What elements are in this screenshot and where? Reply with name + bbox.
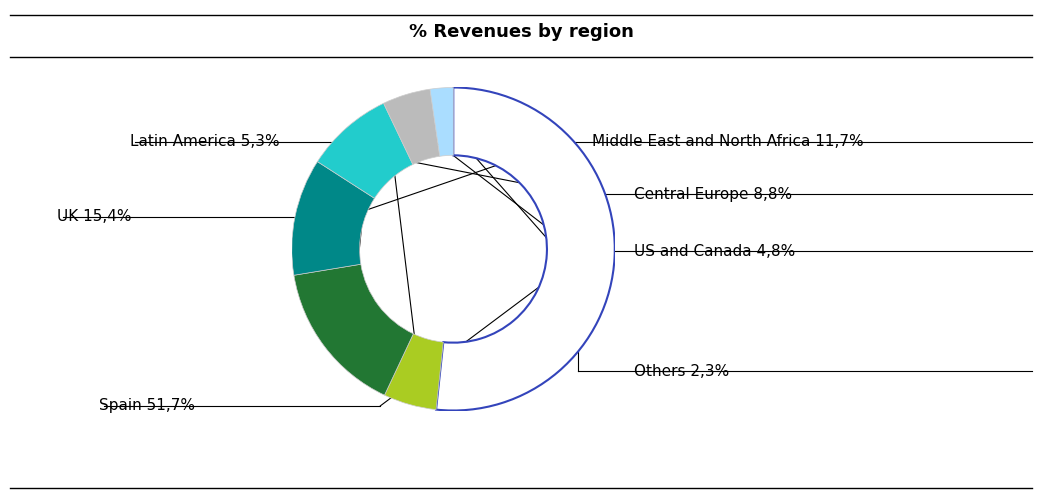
Wedge shape — [430, 88, 453, 156]
Text: US and Canada 4,8%: US and Canada 4,8% — [634, 244, 795, 259]
Text: Spain 51,7%: Spain 51,7% — [99, 398, 195, 413]
Text: Latin America 5,3%: Latin America 5,3% — [130, 134, 280, 149]
Text: Middle East and North Africa 11,7%: Middle East and North Africa 11,7% — [592, 134, 864, 149]
Wedge shape — [292, 162, 374, 275]
Text: % Revenues by region: % Revenues by region — [408, 23, 634, 41]
Wedge shape — [384, 334, 443, 409]
Wedge shape — [318, 103, 413, 198]
Wedge shape — [436, 88, 615, 410]
Text: Others 2,3%: Others 2,3% — [634, 364, 728, 378]
Text: UK 15,4%: UK 15,4% — [57, 209, 131, 224]
Wedge shape — [294, 264, 414, 395]
Wedge shape — [383, 89, 440, 164]
Text: Central Europe 8,8%: Central Europe 8,8% — [634, 187, 792, 202]
